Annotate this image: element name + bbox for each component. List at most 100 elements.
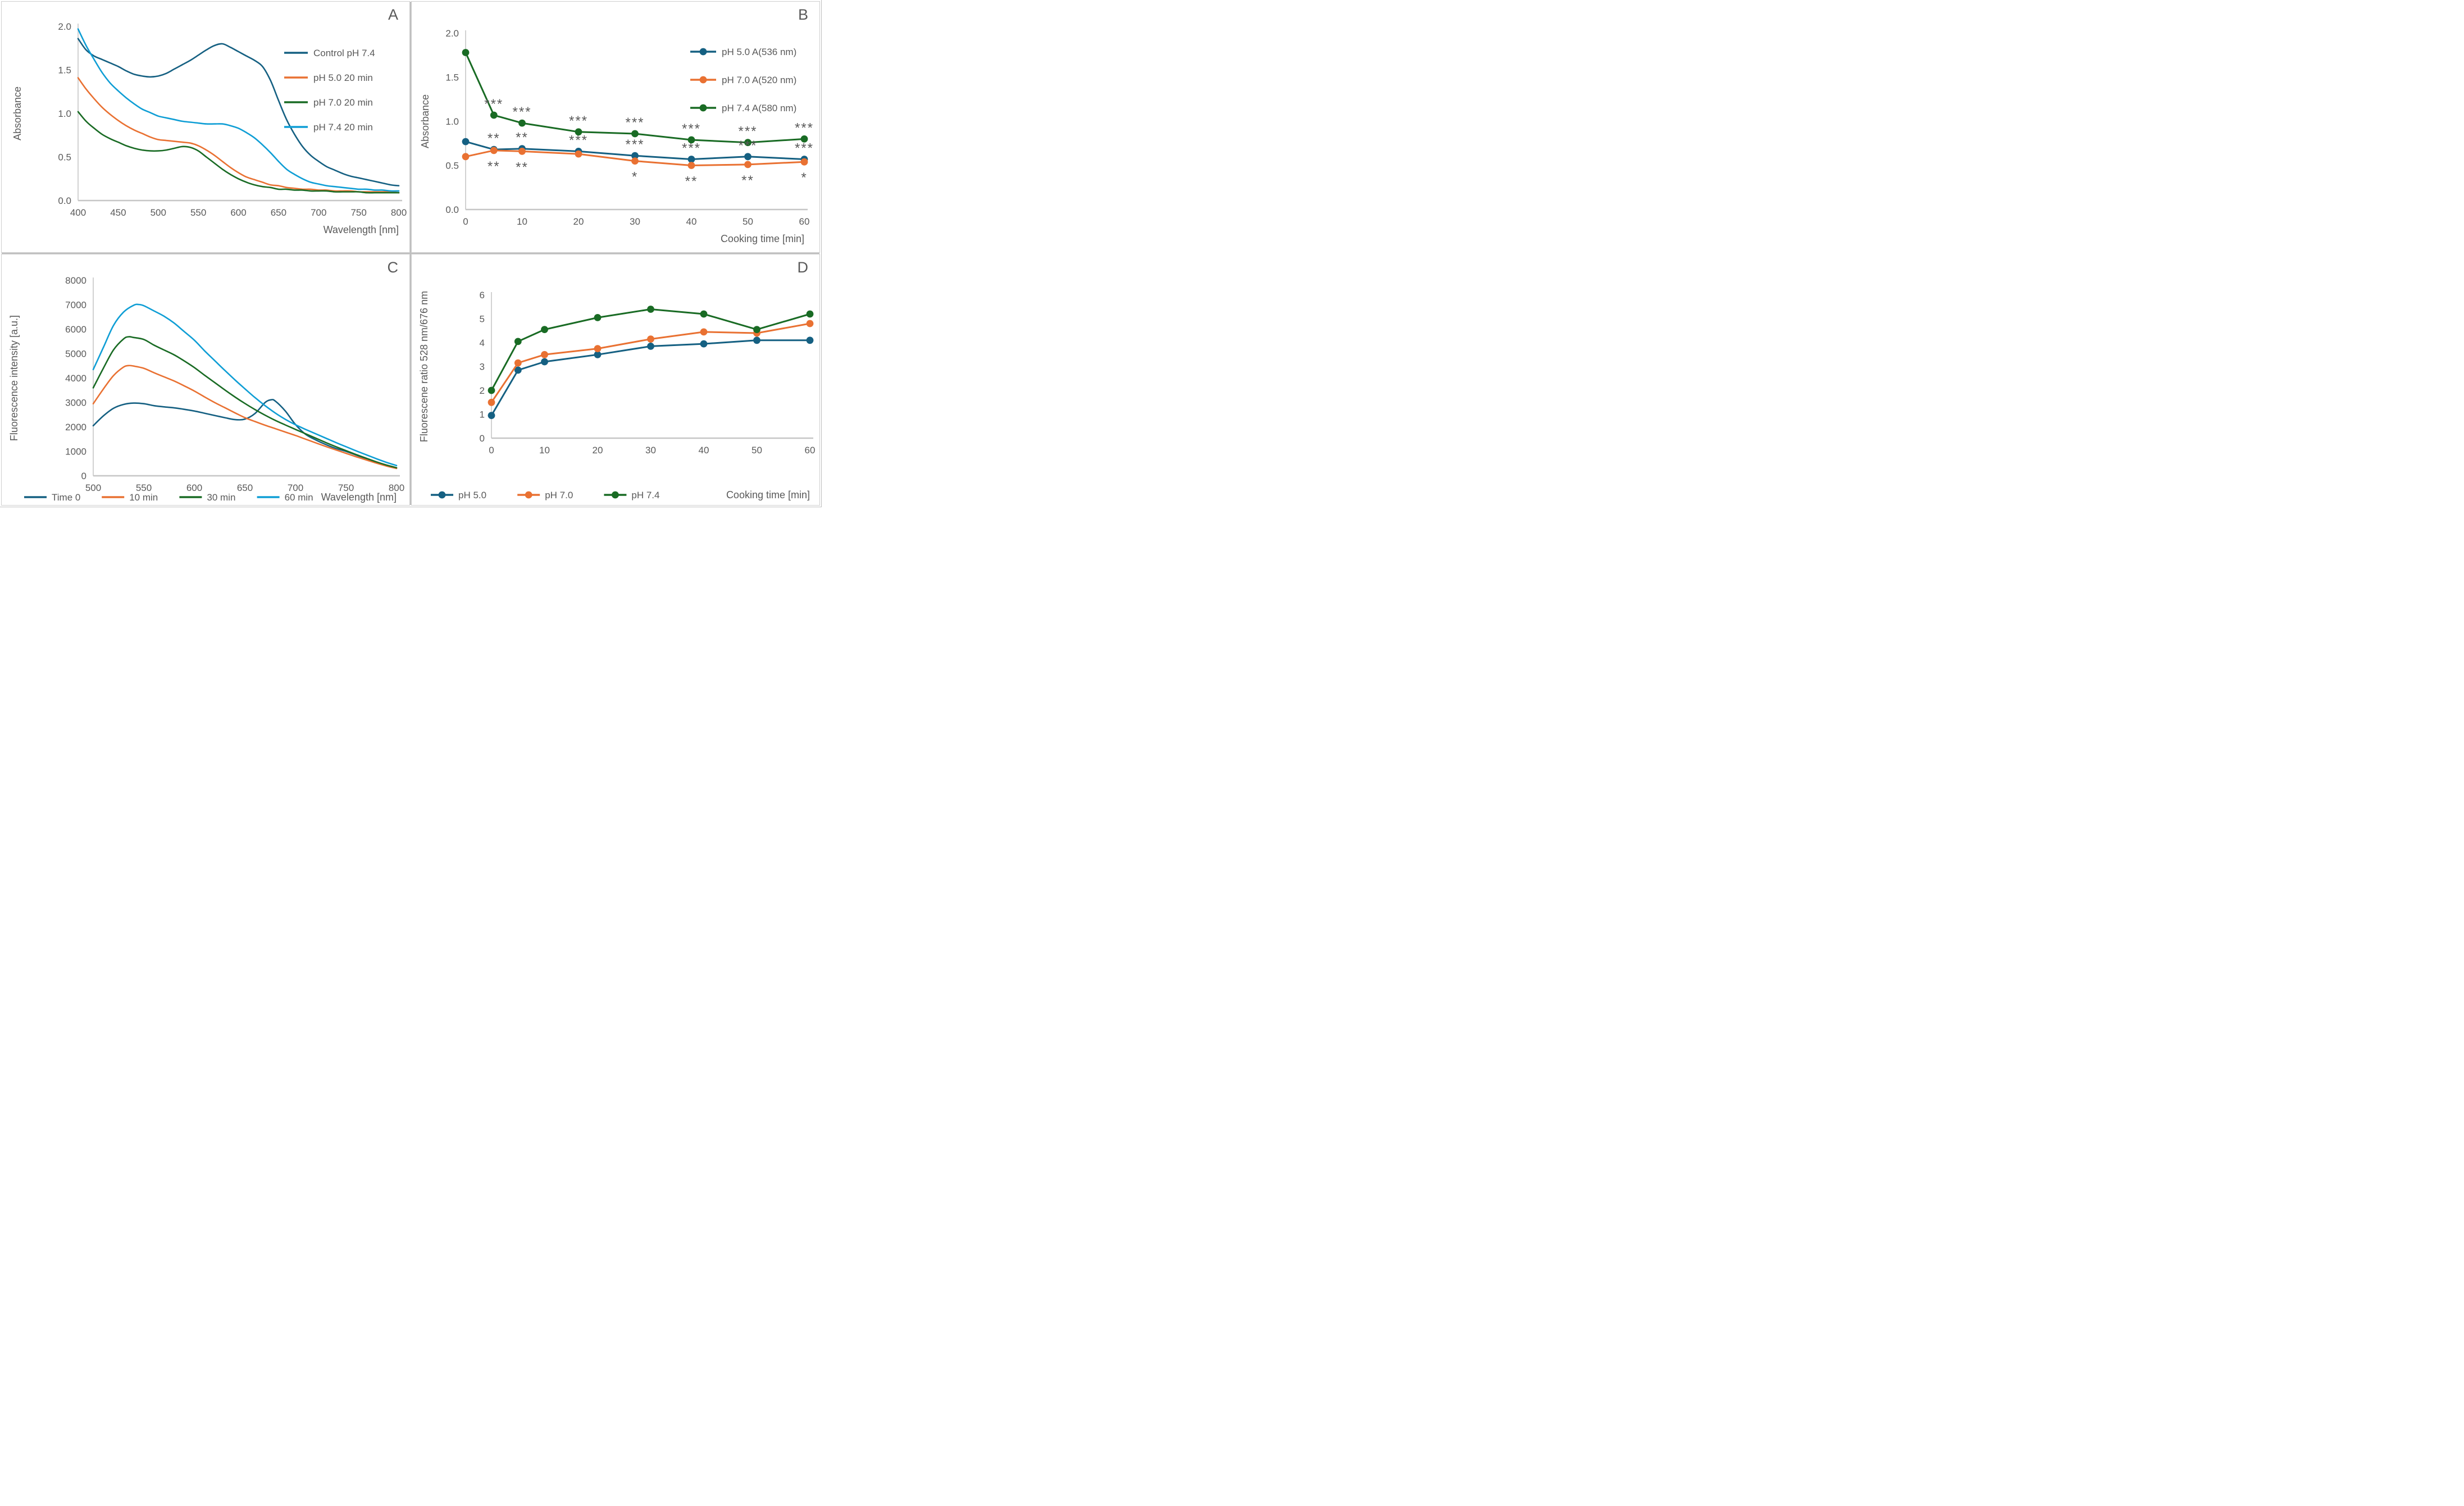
y-axis-label: Absorbance bbox=[420, 94, 431, 148]
significance-asterisks: *** bbox=[795, 120, 814, 135]
panel-b: 0.0 0.5 1.0 1.5 2.0 0 10 20 30 40 50 60 Absorbance Co… bbox=[412, 2, 819, 252]
data-point-marker bbox=[462, 153, 470, 161]
legend-item-ph-7-4: pH 7.4 bbox=[604, 490, 659, 501]
data-point-marker bbox=[488, 412, 495, 419]
legend: Time 0 10 min 30 min 60 min bbox=[24, 492, 313, 503]
legend-label: pH 5.0 20 min bbox=[313, 72, 373, 83]
x-axis-label: Wavelength [nm] bbox=[321, 492, 397, 503]
series-10-min-line bbox=[92, 365, 398, 470]
y-tick: 8000 bbox=[65, 275, 86, 286]
significance-asterisks: ** bbox=[516, 160, 529, 175]
x-axis-label: Wavelength [nm] bbox=[324, 224, 399, 235]
legend-label: pH 7.4 20 min bbox=[313, 122, 373, 133]
data-point-marker bbox=[462, 138, 470, 145]
panel-c: 0 1000 2000 3000 4000 5000 6000 7000 8000 500 550 6… bbox=[2, 254, 409, 505]
series-ph-5-0-20-min-line bbox=[77, 77, 400, 194]
significance-asterisks: *** bbox=[569, 113, 588, 129]
data-point-marker bbox=[806, 336, 814, 344]
y-tick: 2.0 bbox=[445, 28, 459, 39]
significance-asterisks: *** bbox=[625, 115, 644, 130]
significance-asterisks: *** bbox=[625, 137, 644, 152]
legend-item-ph-7-4-20-min: pH 7.4 20 min bbox=[284, 122, 373, 133]
panel-c-chart: 0 1000 2000 3000 4000 5000 6000 7000 8000 500 550 6… bbox=[2, 254, 409, 505]
data-point-marker bbox=[594, 345, 602, 352]
y-tick: 5 bbox=[480, 314, 485, 325]
data-point-marker bbox=[462, 49, 470, 56]
x-tick: 450 bbox=[110, 207, 126, 218]
series-ph-7-0-line bbox=[490, 322, 810, 403]
significance-asterisks: *** bbox=[738, 138, 757, 153]
significance-asterisks: *** bbox=[569, 133, 588, 148]
legend-item-ph-5-0-20-min: pH 5.0 20 min bbox=[284, 72, 373, 83]
legend-label: pH 7.0 A(520 nm) bbox=[722, 75, 796, 85]
series-time-0-line bbox=[92, 399, 398, 469]
data-point-marker bbox=[647, 335, 654, 343]
y-tick: 6000 bbox=[65, 324, 86, 335]
data-point-marker bbox=[687, 136, 695, 144]
x-tick: 750 bbox=[338, 483, 354, 493]
chart-svg-c: 0 1000 2000 3000 4000 5000 6000 7000 8000 500 550 6… bbox=[8, 275, 404, 503]
chart-svg-b: 0.0 0.5 1.0 1.5 2.0 0 10 20 30 40 50 60 Absorbance Co… bbox=[420, 28, 814, 244]
data-point-marker bbox=[594, 351, 602, 358]
x-tick: 0 bbox=[489, 445, 494, 456]
data-point-marker bbox=[490, 111, 498, 119]
legend-item-ph-5-0-a-536-nm: pH 5.0 A(536 nm) bbox=[690, 47, 796, 57]
series-ph-7-0-a-520-nm-line bbox=[465, 149, 805, 166]
data-point-marker bbox=[514, 359, 522, 367]
y-tick: 1000 bbox=[65, 447, 86, 457]
significance-asterisks: *** bbox=[484, 97, 503, 112]
x-tick: 60 bbox=[805, 445, 816, 456]
significance-asterisks: ** bbox=[685, 174, 698, 189]
significance-asterisks: *** bbox=[738, 124, 757, 139]
panel-b-chart: 0.0 0.5 1.0 1.5 2.0 0 10 20 30 40 50 60 Absorbance Co… bbox=[412, 2, 819, 252]
y-tick: 0.0 bbox=[58, 195, 71, 206]
data-point-marker bbox=[518, 148, 526, 155]
y-tick: 0.0 bbox=[445, 204, 459, 215]
x-tick: 700 bbox=[288, 483, 303, 493]
data-point-marker bbox=[514, 338, 522, 345]
legend-label: Time 0 bbox=[52, 492, 80, 503]
y-tick: 4000 bbox=[65, 373, 86, 384]
y-tick: 1.0 bbox=[445, 116, 459, 127]
y-tick: 0.5 bbox=[445, 161, 459, 171]
significance-asterisks: *** bbox=[795, 141, 814, 156]
legend-swatch-dot bbox=[699, 76, 707, 84]
x-tick: 30 bbox=[630, 216, 640, 227]
legend: Control pH 7.4 pH 5.0 20 min pH 7.0 20 min… bbox=[284, 48, 375, 133]
legend-label: pH 7.0 20 min bbox=[313, 97, 373, 108]
x-tick: 600 bbox=[230, 207, 246, 218]
data-point-marker bbox=[490, 147, 498, 154]
y-tick: 1.0 bbox=[58, 108, 71, 119]
panel-letter-a: A bbox=[388, 6, 398, 23]
x-tick: 750 bbox=[350, 207, 366, 218]
x-tick: 550 bbox=[136, 483, 152, 493]
x-axis-label: Cooking time [min] bbox=[726, 489, 810, 501]
y-tick: 1.5 bbox=[58, 65, 71, 76]
panel-letter-b: B bbox=[798, 6, 808, 23]
data-point-marker bbox=[541, 358, 548, 366]
x-tick: 800 bbox=[389, 483, 404, 493]
legend-label: pH 7.4 bbox=[631, 490, 659, 501]
x-tick: 10 bbox=[539, 445, 550, 456]
legend-label: 10 min bbox=[129, 492, 158, 503]
x-tick: 40 bbox=[686, 216, 697, 227]
x-tick: 600 bbox=[186, 483, 202, 493]
x-tick: 400 bbox=[70, 207, 86, 218]
y-tick: 1 bbox=[480, 410, 485, 420]
x-tick: 650 bbox=[237, 483, 253, 493]
legend-item-control-ph-7-4: Control pH 7.4 bbox=[284, 48, 375, 58]
significance-asterisks: *** bbox=[512, 104, 531, 120]
data-point-marker bbox=[488, 398, 495, 406]
legend-label: pH 5.0 bbox=[458, 490, 486, 501]
y-tick: 1.5 bbox=[445, 72, 459, 83]
legend-swatch-dot bbox=[525, 491, 532, 499]
y-tick: 0 bbox=[81, 471, 86, 481]
data-point-marker bbox=[687, 156, 695, 163]
y-tick: 3000 bbox=[65, 398, 86, 408]
data-point-marker bbox=[594, 314, 602, 321]
x-tick: 10 bbox=[517, 216, 527, 227]
legend-swatch-dot bbox=[612, 491, 619, 499]
series-ph-7-4-a-580-nm-line bbox=[464, 52, 805, 144]
data-point-marker bbox=[700, 328, 708, 336]
data-point-marker bbox=[514, 366, 522, 374]
